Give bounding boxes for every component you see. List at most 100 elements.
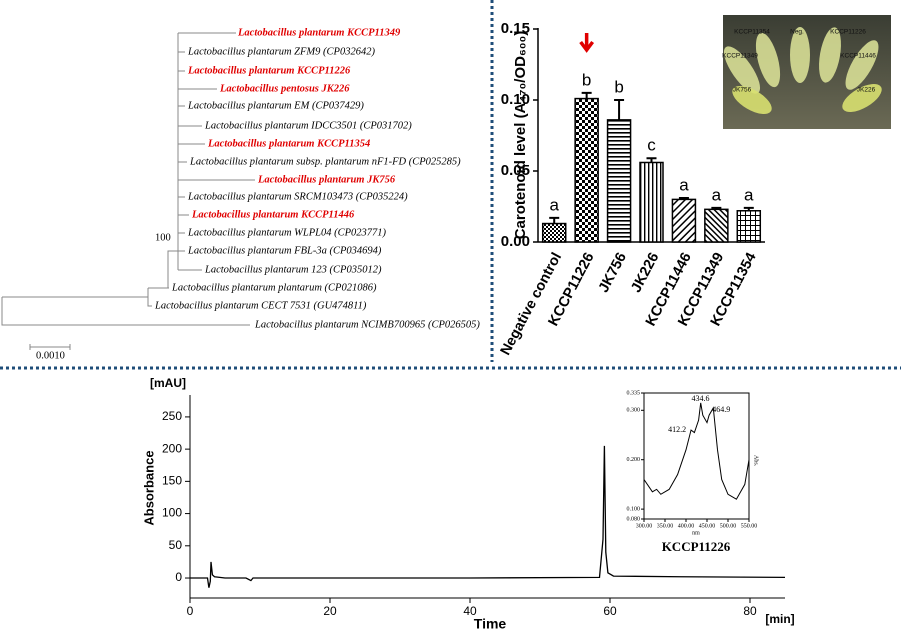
y-tick-label: 150 (162, 474, 182, 488)
y-tick-label: 0.300 (627, 408, 641, 414)
leaf-label: Lactobacillus plantarum CECT 7531 (GU474… (154, 300, 367, 311)
bar (671, 198, 697, 243)
tree-branches (1, 32, 255, 326)
x-tick-label: 20 (323, 604, 337, 618)
y-tick-label: 0.080 (627, 516, 641, 522)
x-tick-label: 60 (603, 604, 617, 618)
y-tick-label: 200 (162, 441, 182, 455)
y-tick-label: 0.00 (501, 233, 530, 250)
x-tick-label: 450.00 (699, 523, 716, 529)
error-bar (678, 196, 689, 200)
leaf-label: Lactobacillus plantarum IDCC3501 (CP0317… (204, 120, 412, 131)
line (190, 445, 786, 588)
error-bar (549, 216, 560, 224)
leaf-label: Lactobacillus plantarum KCCP11349 (237, 27, 401, 38)
line (643, 402, 750, 500)
y-tick-label: 0.15 (501, 20, 530, 37)
unit-label: [mAU] (150, 376, 186, 390)
x-tick-label: 350.00 (657, 523, 674, 529)
x-tick-label: 550.00 (741, 523, 758, 529)
tube (819, 27, 841, 83)
bar (736, 210, 762, 243)
leaf-label: Lactobacillus plantarum SRCM103473 (CP03… (187, 191, 408, 202)
scale-label: 0.0010 (36, 350, 65, 361)
bar (704, 208, 729, 243)
inset-title: KCCP11226 (662, 539, 731, 554)
error-bar (711, 206, 722, 210)
phylogenetic-tree: 100 0.0010 Lactobacillus plantarum KCCP1… (1, 27, 480, 361)
x-unit-label: [min] (765, 612, 794, 626)
bar (639, 161, 664, 243)
leaf-label: Lactobacillus plantarum KCCP11354 (207, 138, 370, 149)
x-tick-label: 400.00 (678, 523, 695, 529)
photo-label: KCCP11354 (734, 29, 770, 36)
peak-label: 412.2 (668, 425, 686, 434)
x-tick-label: 300.00 (636, 523, 653, 529)
leaf-label: Lactobacillus plantarum KCCP11226 (187, 65, 351, 76)
leaf-label: Lactobacillus plantarum WLPL04 (CP023771… (187, 227, 387, 238)
leaf-label: Lactobacillus pentosus JK226 (219, 83, 350, 94)
y-tick-label: 0.05 (501, 162, 530, 179)
group-label: a (679, 175, 689, 194)
error-bar (581, 91, 592, 99)
leaf-label: Lactobacillus plantarum JK756 (257, 174, 396, 185)
group-label: a (549, 195, 559, 214)
leaf-label: Lactobacillus plantarum ZFM9 (CP032642) (187, 46, 375, 57)
y-tick-label: 0.200 (627, 457, 641, 463)
photo-label: KCCP11226 (830, 29, 866, 36)
x-tick-label: 500.00 (720, 523, 737, 529)
tube (755, 32, 781, 88)
x-tick-label: 40 (463, 604, 477, 618)
photo-label: JK756 (733, 87, 752, 94)
tube (723, 46, 761, 94)
y-axis-label: Carotenoid level (A₄₇₀/OD₆₀₀) (512, 31, 529, 240)
leaf-label: Lactobacillus plantarum subsp. plantarum… (189, 156, 461, 167)
group-label: a (744, 185, 754, 204)
photo-label: JK226 (857, 87, 876, 94)
tube (790, 27, 810, 83)
y-tick-label: 250 (162, 409, 182, 423)
error-bar (646, 157, 657, 163)
leaf-label: Lactobacillus plantarum FBL-3a (CP034694… (187, 245, 382, 256)
scale-bar (29, 344, 71, 350)
error-bar (743, 206, 754, 211)
inset-y-label: Abs. (753, 455, 759, 467)
tube (845, 40, 879, 90)
x-tick-label: 0 (187, 604, 194, 618)
leaf-label: Lactobacillus plantarum plantarum (CP021… (171, 282, 377, 293)
tube (732, 86, 772, 114)
y-tick-label: 0.10 (501, 91, 530, 108)
group-label: b (614, 77, 623, 96)
bootstrap: 100 (155, 232, 171, 243)
tube (842, 84, 882, 112)
x-tick-label: JK226 (628, 250, 662, 295)
leaf-label: Lactobacillus plantarum EM (CP037429) (187, 100, 364, 111)
leaf-label: Lactobacillus plantarum KCCP11446 (191, 209, 355, 220)
photo-label: KCCP11446 (840, 53, 876, 60)
y-tick-label: 0.335 (627, 390, 641, 396)
arrow (579, 33, 595, 53)
x-tick-label: 80 (743, 604, 757, 618)
y-tick-label: 100 (162, 506, 182, 520)
group-label: b (582, 70, 591, 89)
y-axis-label: Absorbance (141, 450, 156, 525)
group-label: a (712, 185, 722, 204)
photo-label: KCCP11349 (722, 53, 758, 60)
y-tick-label: 50 (169, 538, 183, 552)
leaf-label: Lactobacillus plantarum 123 (CP035012) (204, 264, 382, 275)
bar (574, 97, 599, 243)
group-label: c (647, 136, 656, 155)
x-tick-label: JK756 (596, 250, 630, 295)
peak-label: 434.6 (692, 394, 710, 403)
error-bar (614, 99, 625, 120)
inset-x-label: nm (692, 530, 700, 536)
bar (541, 222, 567, 243)
y-tick-label: 0.100 (627, 506, 641, 512)
peak-label: 464.9 (712, 405, 730, 414)
leaf-label: Lactobacillus plantarum NCIMB700965 (CP0… (254, 319, 480, 330)
inset-frame (643, 392, 750, 520)
bar (606, 119, 632, 243)
x-axis-label: Time (474, 616, 507, 632)
y-tick-label: 0 (175, 570, 182, 584)
